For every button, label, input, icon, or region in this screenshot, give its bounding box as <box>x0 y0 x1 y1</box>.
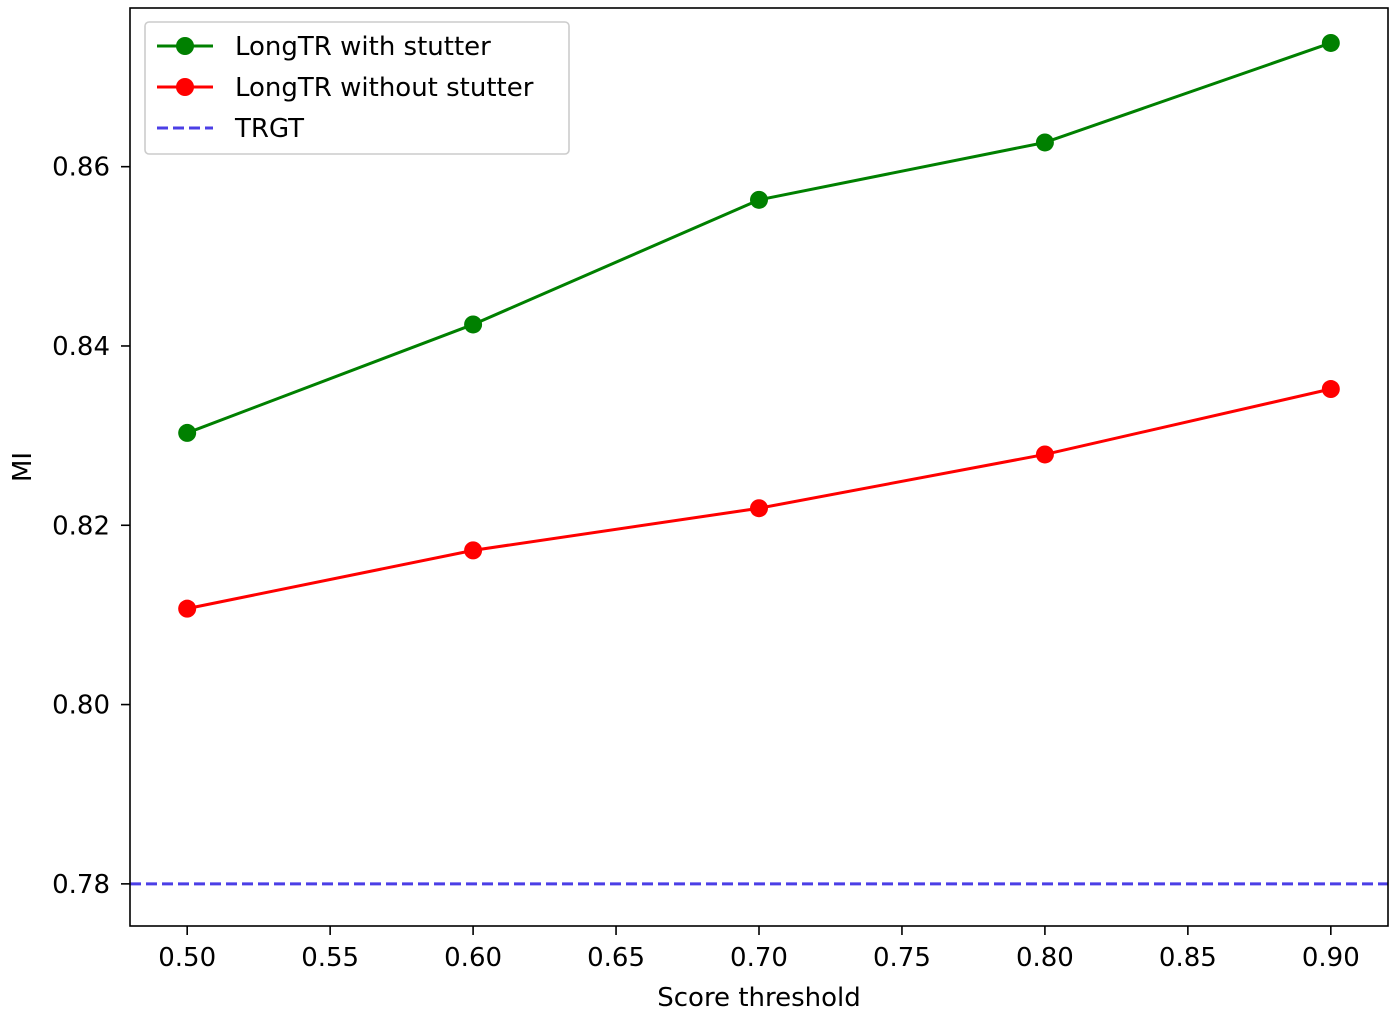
data-point <box>464 541 483 560</box>
x-axis-label: Score threshold <box>657 983 861 1013</box>
legend-marker <box>176 37 194 55</box>
data-point <box>1321 33 1340 52</box>
x-tick-label: 0.70 <box>730 943 788 973</box>
data-point <box>178 599 197 618</box>
data-point <box>1035 133 1054 152</box>
x-tick-label: 0.75 <box>873 943 931 973</box>
data-point <box>1321 380 1340 399</box>
x-tick-label: 0.65 <box>587 943 645 973</box>
series-line-2 <box>186 387 1332 611</box>
data-point <box>178 423 197 442</box>
y-axis-label: MI <box>8 452 38 482</box>
y-tick-label: 0.84 <box>52 332 110 362</box>
y-tick-label: 0.80 <box>52 691 110 721</box>
series-markers <box>178 33 1340 618</box>
y-tick-label: 0.78 <box>52 870 110 900</box>
data-point <box>750 190 768 209</box>
x-tick-label: 0.85 <box>1159 943 1217 973</box>
legend-label: LongTR without stutter <box>235 73 534 103</box>
legend: LongTR with stutter LongTR without stutte… <box>144 21 570 155</box>
legend-label: TRGT <box>234 114 304 144</box>
data-point <box>464 315 483 334</box>
legend-box <box>144 21 570 155</box>
y-axis-ticks: 0.78 0.80 0.82 0.84 0.86 <box>52 153 130 900</box>
x-tick-label: 0.60 <box>444 943 502 973</box>
x-tick-label: 0.55 <box>301 943 359 973</box>
y-tick-label: 0.82 <box>52 511 110 541</box>
data-point <box>750 499 768 518</box>
x-tick-label: 0.50 <box>158 943 216 973</box>
x-axis-ticks: 0.50 0.55 0.60 0.65 0.70 0.75 0.80 0.85 0.90 <box>158 926 1360 973</box>
legend-label: LongTR with stutter <box>235 32 491 62</box>
data-point <box>1035 445 1054 464</box>
x-tick-label: 0.90 <box>1302 943 1360 973</box>
y-tick-label: 0.86 <box>52 153 110 183</box>
plot-area <box>130 33 1388 886</box>
x-tick-label: 0.80 <box>1016 943 1074 973</box>
legend-marker <box>176 78 194 96</box>
